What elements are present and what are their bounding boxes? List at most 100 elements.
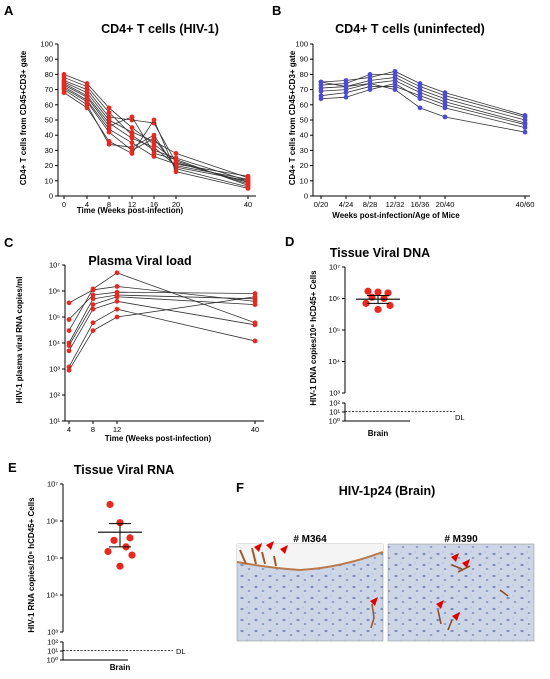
panel-letter-a: A <box>4 3 14 18</box>
panel-a-data-point <box>151 154 157 159</box>
panel-a-series-line <box>63 81 249 179</box>
panel-d-data-point <box>362 299 370 307</box>
panel-letter-d: D <box>285 234 294 249</box>
panel-c-data-point <box>90 328 96 333</box>
panel-a-data-point <box>151 144 157 150</box>
panel-b-data-point <box>522 129 528 135</box>
panel-b-xtick-label: 0/20 <box>314 200 329 209</box>
panel-d-dl-label: DL <box>455 413 465 422</box>
panel-c-xtick-label: 4 <box>67 425 71 434</box>
panel-b-data-point <box>318 79 324 85</box>
panel-a-data-point <box>61 90 67 96</box>
panel-a-data-point <box>106 138 112 144</box>
panel-b-series-line <box>320 83 526 128</box>
panel-c-ytick-label: 10¹ <box>49 417 60 426</box>
panel-b-data-point <box>392 81 398 86</box>
panel-a-data-point <box>106 129 112 135</box>
panel-b-data-point <box>318 88 324 94</box>
panel-b-ytick-label: 90 <box>300 55 308 64</box>
panel-b-ytick-label: 50 <box>300 116 308 125</box>
panel-a-xtick-label: 40 <box>244 200 252 209</box>
panel-a-data-point <box>129 125 135 130</box>
panel-c-data-point <box>252 338 258 344</box>
panel-a-data-point <box>129 140 135 146</box>
panel-a-data-point <box>151 117 157 123</box>
panel-e-dl-label: DL <box>176 647 186 656</box>
panel-d-ylabel: HIV-1 DNA copies/10⁶ hCD45+ Cells <box>309 270 318 406</box>
panel-b-series-line <box>320 77 526 121</box>
panel-c-data-point <box>66 328 72 333</box>
panel-a-ytick-label: 20 <box>45 161 53 170</box>
panel-b-ytick-label: 0 <box>304 192 308 201</box>
panel-a-ytick-label: 0 <box>49 192 53 201</box>
panel-b-ytick-label: 80 <box>300 70 308 79</box>
panel-a-data-point <box>173 151 179 156</box>
panel-b-data-point <box>367 81 373 86</box>
panel-b-xtick-label: 12/32 <box>386 200 405 209</box>
panel-a-data-point <box>129 144 135 150</box>
panel-b-xtick-label: 40/60 <box>516 200 535 209</box>
panel-c-xlabel: Time (Weeks post-infection) <box>105 434 212 443</box>
panel-a-ytick-label: 70 <box>45 85 53 94</box>
panel-c-data-point <box>90 320 96 326</box>
panel-d-ytick-label: 10² <box>329 399 340 408</box>
panel-a-xtick-label: 8 <box>107 200 111 209</box>
panel-d-ytick-label: 10⁵ <box>329 326 340 335</box>
panel-b-data-point <box>367 87 373 92</box>
panel-a-data-point <box>173 169 179 175</box>
panel-d-data-point <box>374 305 382 314</box>
panel-a-series-line <box>63 77 249 182</box>
panel-f-image2-label: # M390 <box>444 534 478 545</box>
panel-c-series-line <box>68 291 256 320</box>
panel-a-ylabel: CD4+ T cells from CD45+CD3+ gate <box>19 50 28 185</box>
panel-d-data-point <box>374 288 382 296</box>
panel-c-series-line <box>68 294 256 344</box>
panel-c-ytick-label: 10⁵ <box>49 313 60 322</box>
panel-a-series-line <box>63 80 249 183</box>
panel-a-data-point <box>129 129 135 135</box>
panel-c-series-line <box>68 296 256 346</box>
panel-c-data-point <box>66 348 72 354</box>
panel-d-ytick-label: 10⁴ <box>328 357 340 366</box>
panel-a-data-point <box>84 105 90 111</box>
panel-f-micrograph-2: # M390 <box>387 534 535 642</box>
panel-d-data-point <box>384 289 392 297</box>
panel-b-data-point <box>417 105 423 111</box>
panel-a-data-point <box>151 132 157 138</box>
panel-e-data-point <box>110 536 118 544</box>
panel-b-ytick-label: 20 <box>300 161 308 170</box>
panel-c-data-point <box>252 302 258 307</box>
panel-b-xtick-label: 16/36 <box>411 200 430 209</box>
panel-a-data-point <box>129 135 135 141</box>
panel-d-ytick-label: 10⁰ <box>329 417 340 426</box>
panel-e-data-point <box>106 500 114 509</box>
panel-d-ytick-label: 10³ <box>329 389 340 398</box>
panel-b-data-point <box>442 114 448 120</box>
panel-e-data-point <box>104 547 112 556</box>
panel-b-data-point <box>318 96 324 102</box>
panel-letter-f: F <box>236 480 244 495</box>
panel-d-ytick-label: 10⁷ <box>329 263 340 272</box>
panel-a-xtick-label: 0 <box>62 200 66 209</box>
panel-a-ytick-label: 80 <box>45 70 53 79</box>
panel-c-data-point <box>66 300 72 306</box>
panel-e-ytick-label: 10⁴ <box>46 591 58 600</box>
panel-e-data-point <box>116 519 124 527</box>
panel-e-data-point <box>128 551 136 559</box>
panel-a-data-point <box>245 173 251 179</box>
panel-f-image1-label: # M364 <box>293 534 327 545</box>
panel-c-data-point <box>114 314 120 320</box>
panel-b-data-point <box>522 125 528 130</box>
panel-e-xlabel: Brain <box>110 663 131 672</box>
panel-a-title: CD4+ T cells (HIV-1) <box>101 22 219 36</box>
panel-c-data-point <box>114 298 120 304</box>
panel-f-title: HIV-1p24 (Brain) <box>339 484 436 498</box>
panel-c-data-point <box>114 270 120 276</box>
panel-c-data-point <box>66 317 72 322</box>
panel-b-data-point <box>392 87 398 92</box>
panel-a-ytick-label: 40 <box>45 131 53 140</box>
panel-e-data-point <box>116 562 124 570</box>
panel-b-xtick-label: 4/24 <box>339 200 354 209</box>
panel-e-ytick-label: 10¹ <box>47 647 58 656</box>
